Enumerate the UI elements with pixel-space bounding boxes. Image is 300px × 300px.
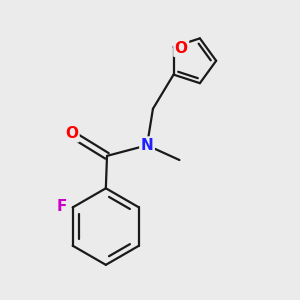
Text: O: O bbox=[175, 40, 188, 56]
Text: O: O bbox=[65, 126, 78, 141]
Text: N: N bbox=[141, 138, 153, 153]
Text: F: F bbox=[57, 199, 67, 214]
